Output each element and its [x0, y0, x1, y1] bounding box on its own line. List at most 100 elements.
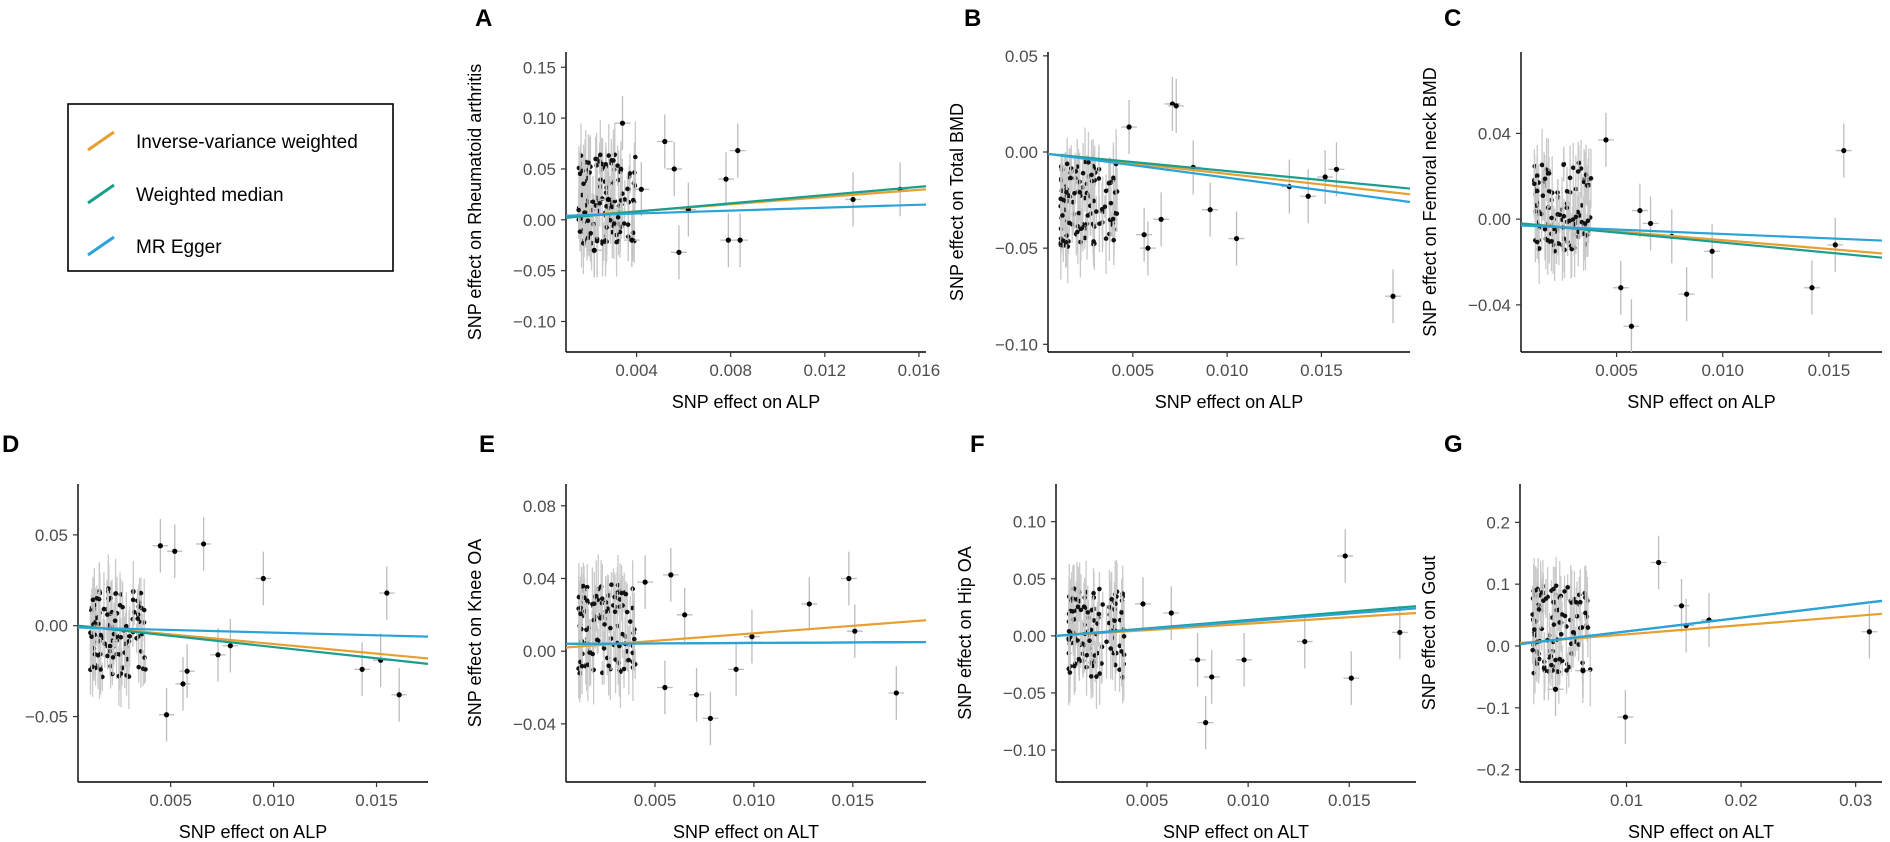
snp-point — [1348, 675, 1354, 681]
y-tick-label: 0.05 — [35, 526, 68, 545]
snp-point — [1071, 663, 1077, 669]
snp-point — [1578, 166, 1584, 171]
snp-point — [1549, 215, 1554, 221]
regression-line — [1048, 152, 1411, 190]
snp-point — [260, 575, 266, 582]
y-tick-label: 0.04 — [1478, 124, 1511, 143]
snp-point — [1583, 610, 1588, 616]
snp-point — [1582, 221, 1588, 226]
snp-point — [617, 643, 622, 649]
snp-point — [1119, 610, 1124, 615]
snp-point — [631, 636, 637, 642]
snp-point — [1194, 657, 1201, 663]
snp-point — [1656, 559, 1662, 566]
snp-point — [1678, 603, 1685, 609]
y-axis-title: SNP effect on Rheumatoid arthritis — [465, 64, 485, 340]
snp-point — [1108, 646, 1114, 651]
snp-point — [1106, 181, 1112, 186]
snp-point — [112, 618, 118, 624]
y-tick-label: 0.00 — [523, 642, 556, 661]
snp-point — [1091, 590, 1096, 596]
snp-point — [1556, 669, 1562, 675]
snp-point — [1091, 618, 1097, 623]
snp-point — [630, 605, 635, 611]
snp-point — [1647, 220, 1654, 227]
snp-point — [578, 611, 583, 617]
snp-point — [1841, 147, 1847, 154]
snp-point — [580, 168, 585, 174]
snp-point — [1087, 638, 1092, 644]
snp-point — [627, 171, 633, 176]
snp-point — [1546, 188, 1552, 194]
snp-point — [1096, 611, 1102, 617]
y-tick-label: 0.00 — [1478, 210, 1511, 229]
snp-point — [1066, 628, 1072, 634]
snp-point — [625, 186, 630, 192]
snp-point — [614, 239, 619, 245]
regression-line — [1048, 152, 1411, 204]
snp-point — [577, 229, 583, 234]
snp-point — [1540, 193, 1546, 199]
snp-point — [668, 572, 674, 578]
snp-point — [1553, 657, 1558, 663]
snp-point — [629, 237, 635, 243]
snp-point — [1119, 649, 1124, 654]
snp-point — [1061, 197, 1066, 203]
snp-point — [143, 667, 148, 672]
snp-point — [615, 163, 620, 168]
snp-point — [1109, 596, 1114, 602]
snp-point — [1103, 188, 1109, 194]
snp-point — [1534, 173, 1540, 179]
snp-point — [1552, 686, 1559, 692]
snp-point — [607, 217, 613, 223]
x-tick-label: 0.010 — [252, 791, 295, 810]
snp-point — [1561, 162, 1566, 168]
snp-point — [1082, 235, 1088, 241]
snp-point — [1067, 670, 1073, 675]
panel-b: B 0.005 0.010 0.015 −0.10 −0.05 0.00 0.05 SNP ef… — [947, 5, 1411, 412]
plot-area — [566, 548, 927, 746]
legend-label-mr-egger: MR Egger — [136, 237, 222, 258]
snp-point — [1078, 607, 1084, 613]
snp-point — [1866, 629, 1872, 635]
regression-line — [1056, 607, 1417, 637]
snp-point — [1060, 238, 1066, 243]
snp-point — [1809, 285, 1815, 291]
snp-point — [1573, 600, 1579, 605]
x-tick-label: 0.015 — [832, 791, 875, 810]
snp-point — [723, 176, 729, 182]
y-tick-label: −0.05 — [995, 239, 1038, 258]
x-axis-title: SNP effect on ALP — [179, 822, 327, 842]
snp-point — [893, 690, 899, 696]
snp-point — [1575, 209, 1581, 215]
snp-point — [590, 199, 596, 205]
y-tick-label: 0.04 — [523, 569, 556, 588]
snp-point — [1305, 193, 1311, 199]
panel-letter: C — [1444, 5, 1461, 32]
snp-point — [1107, 231, 1112, 237]
snp-point — [1145, 245, 1151, 251]
snp-point — [1094, 209, 1099, 214]
y-tick-label: 0.10 — [523, 109, 556, 128]
snp-point — [1541, 666, 1547, 671]
regression-line — [1520, 599, 1883, 646]
snp-point — [626, 657, 632, 663]
snp-point — [384, 590, 390, 596]
y-tick-label: 0.00 — [1013, 627, 1046, 646]
snp-point — [130, 597, 136, 603]
y-tick-label: 0.15 — [523, 58, 556, 77]
snp-point — [606, 663, 611, 669]
snp-point — [1546, 171, 1552, 176]
x-tick-label: 0.016 — [898, 361, 941, 380]
x-axis-title: SNP effect on ALT — [1628, 822, 1774, 842]
snp-point — [102, 641, 108, 647]
snp-point — [1570, 165, 1576, 171]
snp-point — [733, 666, 739, 672]
snp-point — [1570, 217, 1576, 222]
snp-point — [597, 159, 602, 164]
snp-point — [594, 637, 600, 643]
x-tick-label: 0.010 — [1701, 361, 1744, 380]
snp-point — [582, 210, 587, 215]
snp-point — [1099, 206, 1105, 212]
snp-point — [1082, 159, 1088, 165]
